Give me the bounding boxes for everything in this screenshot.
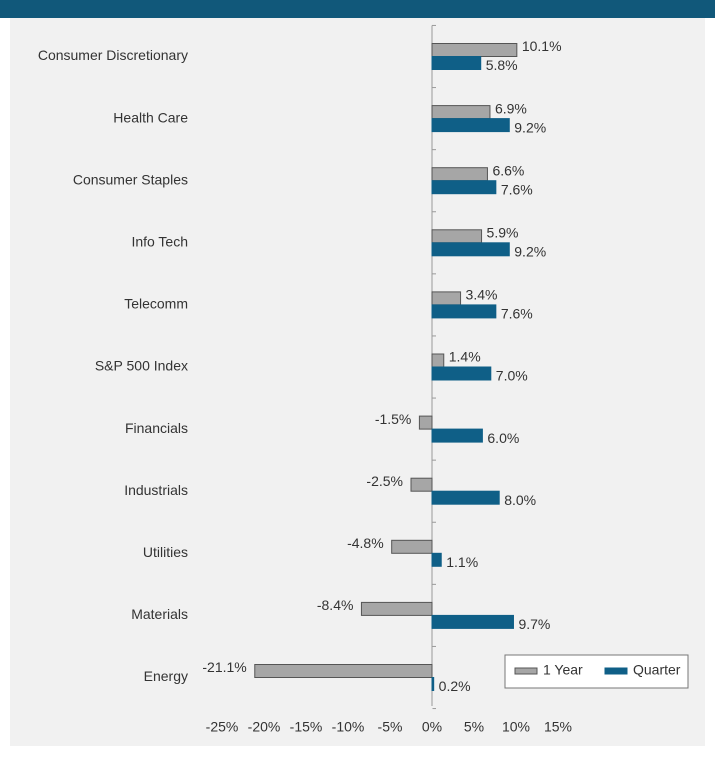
- bar: [431, 180, 497, 195]
- bar: [431, 242, 510, 257]
- value-label: 5.9%: [487, 225, 519, 241]
- legend-swatch: [514, 667, 538, 675]
- x-tick-label: -10%: [332, 719, 365, 735]
- bar: [431, 118, 510, 133]
- bar: [254, 664, 433, 678]
- value-label: 0.2%: [439, 678, 471, 694]
- x-tick-label: 0%: [422, 719, 442, 735]
- bar: [431, 552, 442, 567]
- value-label: -21.1%: [202, 659, 246, 675]
- bar: [431, 490, 500, 505]
- value-label: 9.2%: [514, 244, 546, 260]
- x-tick-label: -15%: [290, 719, 323, 735]
- x-tick-label: -20%: [248, 719, 281, 735]
- category-label: Energy: [144, 668, 188, 684]
- value-label: 6.6%: [492, 162, 524, 178]
- bar: [431, 677, 435, 691]
- x-tick-label: 5%: [464, 719, 484, 735]
- category-label: Consumer Discretionary: [38, 47, 188, 63]
- bar: [410, 477, 433, 492]
- bar: [431, 353, 445, 368]
- bar: [431, 304, 497, 319]
- bar: [431, 366, 492, 381]
- category-label: Materials: [131, 606, 188, 622]
- value-label: 1.4%: [449, 349, 481, 365]
- bar: [431, 614, 514, 629]
- bar: [431, 56, 482, 70]
- bar: [431, 291, 462, 306]
- bar: [431, 167, 488, 182]
- value-label: -1.5%: [375, 411, 412, 427]
- value-label: 7.6%: [501, 306, 533, 322]
- value-label: -2.5%: [366, 473, 403, 489]
- category-label: Info Tech: [131, 234, 188, 250]
- legend-label: 1 Year: [543, 662, 583, 678]
- category-label: Telecomm: [124, 296, 188, 312]
- value-label: 1.1%: [446, 554, 478, 570]
- value-label: 9.2%: [514, 119, 546, 135]
- bar: [431, 105, 491, 120]
- legend-swatch: [604, 667, 628, 675]
- bar: [418, 415, 433, 430]
- bar: [431, 43, 518, 57]
- value-label: 10.1%: [522, 38, 562, 54]
- x-tick-label: -5%: [378, 719, 403, 735]
- value-label: 6.9%: [495, 100, 527, 116]
- chart-background: [10, 18, 705, 746]
- category-label: S&P 500 Index: [95, 358, 188, 374]
- value-label: 5.8%: [486, 57, 518, 73]
- category-label: Industrials: [124, 482, 188, 498]
- header-band: [0, 0, 715, 18]
- bar: [391, 539, 433, 554]
- x-tick-label: 15%: [544, 719, 572, 735]
- bar: [431, 428, 483, 443]
- value-label: -4.8%: [347, 535, 384, 551]
- bar: [431, 229, 483, 244]
- category-label: Utilities: [143, 544, 188, 560]
- legend-label: Quarter: [633, 662, 681, 678]
- value-label: 7.6%: [501, 181, 533, 197]
- value-label: 7.0%: [496, 368, 528, 384]
- category-label: Health Care: [113, 109, 188, 125]
- value-label: 9.7%: [518, 616, 550, 632]
- value-label: -8.4%: [317, 597, 354, 613]
- x-tick-label: 10%: [502, 719, 530, 735]
- value-label: 8.0%: [504, 492, 536, 508]
- category-label: Consumer Staples: [73, 171, 188, 187]
- value-label: 6.0%: [487, 430, 519, 446]
- bar: [360, 601, 433, 616]
- category-label: Financials: [125, 420, 188, 436]
- x-tick-label: -25%: [206, 719, 239, 735]
- value-label: 3.4%: [466, 287, 498, 303]
